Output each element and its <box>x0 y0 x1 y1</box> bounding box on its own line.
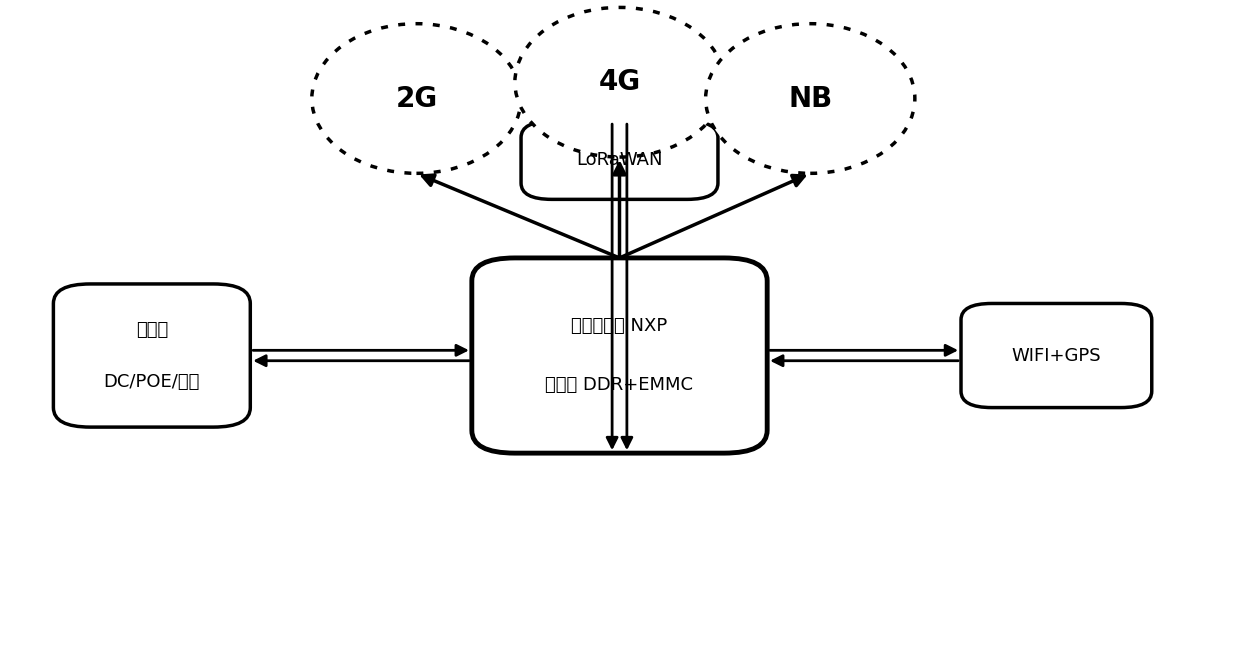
Text: NB: NB <box>788 84 833 113</box>
FancyBboxPatch shape <box>961 304 1152 407</box>
Text: 主控芯片： NXP: 主控芯片： NXP <box>571 317 668 335</box>
Text: WIFI+GPS: WIFI+GPS <box>1011 347 1101 364</box>
Text: DC/POE/电池: DC/POE/电池 <box>104 372 199 391</box>
Ellipse shape <box>706 24 914 173</box>
Text: 2G: 2G <box>395 84 437 113</box>
Text: LoRaWAN: LoRaWAN <box>576 152 663 169</box>
Text: 电源：: 电源： <box>136 320 169 339</box>
FancyBboxPatch shape <box>472 258 767 453</box>
FancyBboxPatch shape <box>53 284 250 427</box>
Text: 存储： DDR+EMMC: 存储： DDR+EMMC <box>545 376 694 394</box>
Ellipse shape <box>312 24 522 173</box>
Ellipse shape <box>515 7 724 157</box>
FancyBboxPatch shape <box>522 121 717 200</box>
Text: 4G: 4G <box>598 69 641 96</box>
